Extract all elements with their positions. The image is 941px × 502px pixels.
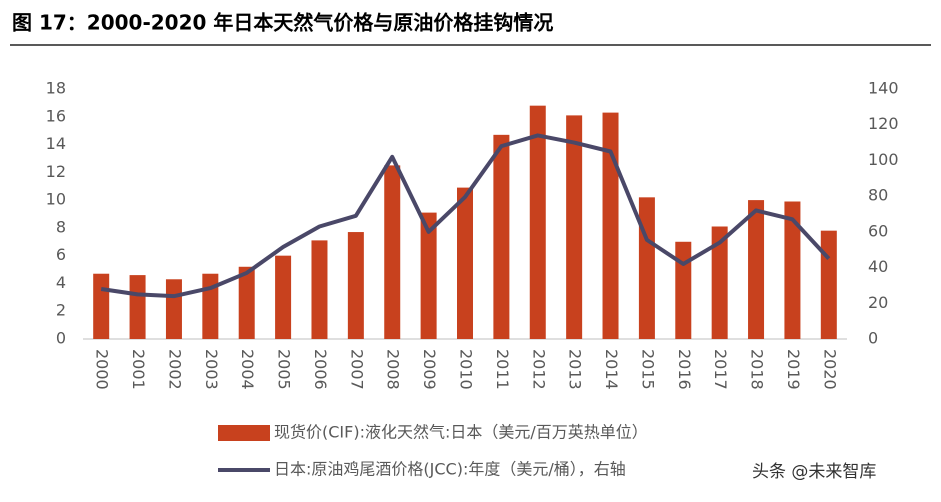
- y-tick-label: 14: [46, 134, 66, 153]
- y2-tick-label: 80: [868, 186, 888, 205]
- y2-tick-label: 60: [868, 221, 888, 240]
- x-tick-label: 2013: [566, 349, 585, 390]
- bar: [748, 200, 765, 339]
- x-tick-label: 2002: [165, 349, 184, 390]
- bar: [129, 275, 146, 339]
- chart-title: 图 17：2000-2020 年日本天然气价格与原油价格挂钩情况: [12, 11, 553, 35]
- y-tick-label: 4: [56, 273, 66, 292]
- y-tick-label: 12: [46, 162, 66, 181]
- x-tick-label: 2015: [638, 349, 657, 390]
- bar: [202, 273, 219, 339]
- x-tick-label: 2018: [748, 349, 767, 390]
- y2-tick-label: 140: [868, 79, 899, 98]
- y2-tick-label: 0: [868, 329, 878, 348]
- bar: [529, 105, 546, 340]
- bar: [238, 266, 255, 339]
- legend-swatch: [218, 425, 270, 441]
- bar: [602, 112, 619, 339]
- x-tick-label: 2000: [93, 349, 112, 390]
- bar: [93, 273, 110, 339]
- y2-tick-label: 20: [868, 293, 888, 312]
- y-tick-label: 6: [56, 245, 66, 264]
- bar: [675, 241, 692, 339]
- x-tick-label: 2010: [457, 349, 476, 390]
- x-tick-label: 2009: [420, 349, 439, 390]
- bar: [820, 230, 837, 339]
- watermark: 头条 @未来智库: [752, 462, 876, 482]
- bar: [384, 165, 401, 339]
- x-tick-label: 2016: [675, 349, 694, 390]
- bar: [493, 134, 510, 339]
- bar: [165, 279, 182, 339]
- x-tick-label: 2001: [129, 349, 148, 390]
- y2-tick-label: 100: [868, 150, 899, 169]
- x-tick-label: 2003: [202, 349, 221, 390]
- bar: [711, 226, 728, 339]
- x-tick-label: 2020: [820, 349, 839, 390]
- bar: [457, 187, 473, 339]
- bar: [566, 115, 583, 339]
- x-tick-label: 2007: [347, 349, 366, 390]
- x-tick-label: 2008: [384, 349, 403, 390]
- bar: [275, 255, 292, 339]
- y2-tick-label: 40: [868, 257, 888, 276]
- y-tick-label: 10: [46, 190, 66, 209]
- y-tick-label: 2: [56, 301, 66, 320]
- x-tick-label: 2019: [784, 349, 803, 390]
- x-tick-label: 2014: [602, 349, 621, 390]
- x-tick-label: 2005: [275, 349, 294, 390]
- y-tick-label: 8: [56, 217, 66, 236]
- bar: [638, 197, 655, 339]
- x-tick-label: 2017: [711, 349, 730, 390]
- y-tick-label: 18: [46, 79, 66, 98]
- x-tick-label: 2011: [493, 349, 512, 390]
- bar: [784, 201, 801, 339]
- legend-label: 现货价(CIF):液化天然气:日本（美元/百万英热单位）: [274, 423, 648, 442]
- y-tick-label: 16: [46, 106, 66, 125]
- legend-label: 日本:原油鸡尾酒价格(JCC):年度（美元/桶），右轴: [274, 460, 626, 479]
- line: [100, 133, 831, 299]
- bar: [347, 232, 364, 339]
- x-tick-label: 2006: [311, 349, 330, 390]
- bar: [420, 212, 437, 339]
- bar: [311, 240, 328, 339]
- x-tick-label: 2012: [529, 349, 548, 390]
- x-tick-label: 2004: [238, 349, 257, 390]
- y-tick-label: 0: [56, 329, 66, 348]
- y2-tick-label: 120: [868, 114, 899, 133]
